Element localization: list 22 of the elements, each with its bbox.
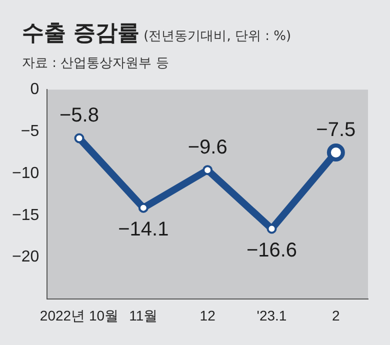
x-tick-label: 2022년 10월 [40,307,119,324]
text: 자료 : 산업통상자원부 등 [21,55,170,72]
y-tick-label: −5 [20,122,40,140]
chart-subtitle: (전년동기대비, 단위 : %) [144,29,292,44]
data-label: −14.1 [118,218,169,240]
point [202,165,213,176]
x-tick-label: 2 [332,307,340,324]
point [266,224,277,234]
data-label: −7.5 [316,118,356,141]
y-tick-label: −20 [12,248,40,266]
data-label: −9.6 [188,136,228,159]
point [138,202,148,213]
x-tick-label: '23.1 [256,307,287,324]
x-tick-label: 12 [200,307,216,324]
y-tick-label: 0 [30,81,40,98]
point [74,133,84,144]
y-tick-label: −15 [12,206,40,224]
x-tick-label: 11월 [129,307,158,324]
data-label: −16.6 [246,239,298,262]
data-label: −5.8 [59,104,99,127]
chart-title: 수출 증감률 [22,21,140,46]
y-tick-label: −10 [12,164,40,182]
